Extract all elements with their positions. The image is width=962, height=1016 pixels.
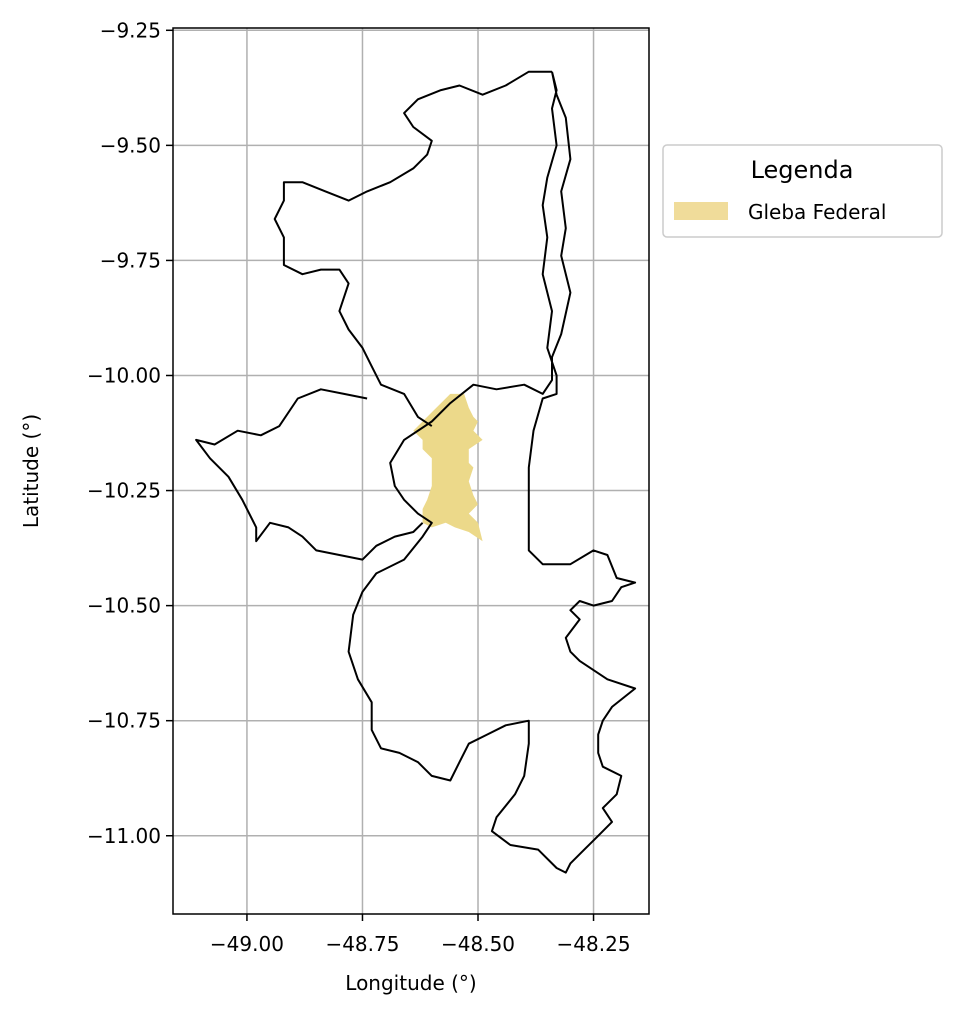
municipality-boundary-southwest [195, 388, 424, 561]
map-layers [195, 70, 637, 874]
legend: Legenda Gleba Federal [662, 144, 943, 238]
municipality-boundary-north [273, 70, 552, 427]
y-tick-label-1: −9.50 [100, 133, 161, 157]
x-tick-label-3: −48.25 [557, 932, 631, 956]
y-axis-title: Latitude (°) [19, 414, 43, 528]
legend-label-gleba-federal: Gleba Federal [748, 200, 886, 224]
x-tick-label-0: −49.00 [210, 932, 284, 956]
x-axis-title: Longitude (°) [345, 971, 476, 995]
y-tick-label-5: −10.50 [87, 594, 161, 618]
gleba-federal-polygon [413, 393, 483, 542]
legend-title: Legenda [751, 156, 854, 184]
legend-box [662, 144, 943, 238]
grid-lines [173, 28, 649, 914]
x-axis-ticks: −49.00 −48.75 −48.50 −48.25 [210, 914, 631, 956]
plot-frame [172, 27, 650, 915]
legend-swatch-gleba-federal [674, 202, 728, 220]
y-tick-label-6: −10.75 [87, 709, 161, 733]
x-tick-label-1: −48.75 [325, 932, 399, 956]
y-tick-label-4: −10.25 [87, 479, 161, 503]
y-tick-label-2: −9.75 [100, 248, 161, 272]
y-tick-label-7: −11.00 [87, 824, 161, 848]
y-tick-label-3: −10.00 [87, 363, 161, 387]
municipality-boundary-east [347, 71, 637, 874]
x-tick-label-2: −48.50 [441, 932, 515, 956]
y-tick-label-0: −9.25 [100, 18, 161, 42]
y-axis-ticks: −9.25 −9.50 −9.75 −10.00 −10.25 −10.50 −10.75 −… [87, 18, 173, 848]
